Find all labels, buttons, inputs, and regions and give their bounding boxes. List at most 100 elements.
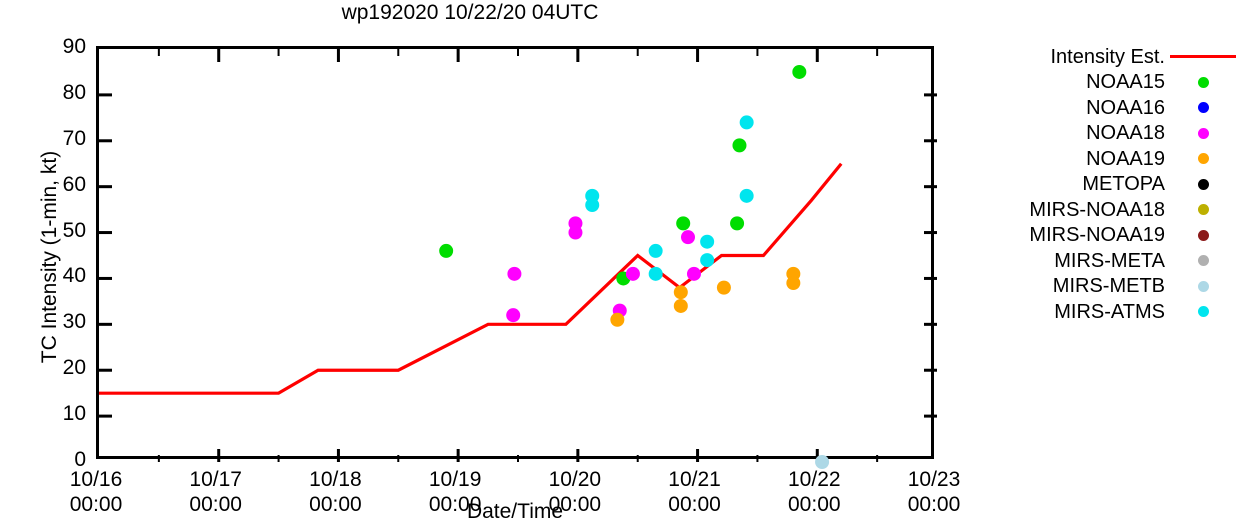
legend-label: NOAA16 [1086,96,1165,119]
data-point-mirs-atms [700,234,715,249]
y-axis-title-wrapper: TC Intensity (1-min, kt) [22,0,61,363]
x-tick-label: 10/20 00:00 [505,467,645,517]
legend-item-noaa19[interactable]: NOAA19 [955,146,1241,172]
x-tick-time: 00:00 [428,493,482,516]
legend-dot-swatch [1197,102,1209,114]
legend-label: Intensity Est. [1050,45,1166,68]
y-tick-label: 40 [62,264,86,288]
data-point-noaa18 [507,266,522,281]
data-point-noaa18 [680,230,695,245]
x-tick-time: 00:00 [189,493,242,516]
legend-marker [1165,229,1241,241]
x-tick-label: 10/21 00:00 [625,467,765,517]
data-point-noaa19 [610,312,625,327]
legend-label: MIRS-META [1054,249,1165,272]
y-tick-label: 50 [62,218,86,242]
x-tick-label: 10/16 00:00 [26,467,166,517]
x-tick-time: 00:00 [788,493,841,516]
y-tick-label: 10 [62,402,86,426]
data-point-noaa15 [676,216,691,231]
data-point-noaa15 [732,138,747,153]
legend-marker [1165,280,1241,292]
legend-item-noaa16[interactable]: NOAA16 [955,95,1241,121]
y-tick-label: 30 [62,310,86,334]
x-tick-label: 10/23 00:00 [864,467,1004,517]
legend-item-mirs-atms[interactable]: MIRS-ATMS [955,299,1241,325]
x-tick-label: 10/17 00:00 [146,467,286,517]
data-point-noaa19 [673,298,688,313]
legend-dot-swatch [1197,204,1209,216]
data-point-mirs-atms [648,266,663,281]
legend-dot-swatch [1197,280,1209,292]
y-axis-tick-labels: 0 10 20 30 40 50 60 70 80 90 [32,0,86,529]
x-tick-time: 00:00 [309,493,362,516]
legend-dot-swatch [1197,127,1209,139]
legend-dot-swatch [1197,178,1209,190]
x-tick-time: 00:00 [548,493,602,516]
data-point-mirs-atms [739,188,754,203]
x-tick-time: 00:00 [668,493,721,516]
legend-dot-swatch [1197,153,1209,165]
x-tick-date: 10/17 [189,468,242,491]
legend-marker [1165,255,1241,267]
chart-legend: Intensity Est. NOAA15 NOAA16 NOAA18 NOAA19 ME… [955,44,1241,325]
data-point-noaa15 [439,243,454,258]
x-tick-date: 10/20 [548,468,602,491]
data-point-noaa19 [716,280,731,295]
legend-label: MIRS-NOAA18 [1029,198,1165,221]
data-point-mirs-metb [815,455,830,469]
y-tick-label: 0 [74,448,86,471]
y-tick-label: 60 [62,172,86,196]
x-tick-date: 10/19 [428,468,482,491]
legend-dot-swatch [1197,306,1209,318]
y-tick-label: 80 [62,80,86,104]
legend-label: MIRS-ATMS [1054,300,1165,323]
data-point-mirs-atms [700,253,715,268]
legend-marker [1165,102,1241,114]
y-tick-label: 70 [62,126,86,150]
legend-item-metopa[interactable]: METOPA [955,172,1241,198]
legend-item-noaa15[interactable]: NOAA15 [955,70,1241,96]
legend-marker [1165,153,1241,165]
legend-label: MIRS-METB [1052,275,1165,298]
legend-label: METOPA [1082,173,1165,196]
legend-label: NOAA15 [1086,71,1165,94]
legend-marker [1165,178,1241,190]
legend-item-intensity-est[interactable]: Intensity Est. [955,44,1241,70]
legend-dot-swatch [1197,255,1209,267]
data-point-mirs-atms [648,243,663,258]
legend-item-mirs-noaa18[interactable]: MIRS-NOAA18 [955,197,1241,223]
y-tick-label: 90 [62,35,86,58]
plot-svg [99,49,937,469]
data-point-noaa19 [786,276,801,291]
data-point-noaa15 [792,64,807,79]
legend-item-noaa18[interactable]: NOAA18 [955,121,1241,147]
legend-line-swatch [1170,55,1236,59]
data-point-mirs-atms [739,115,754,130]
legend-item-mirs-noaa19[interactable]: MIRS-NOAA19 [955,223,1241,249]
x-tick-date: 10/21 [668,468,721,491]
x-tick-label: 10/19 00:00 [385,467,525,517]
legend-item-mirs-metb[interactable]: MIRS-METB [955,274,1241,300]
axis-ticks [99,49,937,462]
legend-dot-swatch [1197,76,1209,88]
x-tick-date: 10/23 [907,468,961,491]
data-point-noaa18 [686,266,701,281]
plot-area [96,46,937,469]
legend-item-mirs-meta[interactable]: MIRS-META [955,248,1241,274]
legend-marker [1165,127,1241,139]
y-tick-label: 20 [62,356,86,380]
data-point-noaa18 [568,225,583,240]
series-line-intensity-est [99,162,843,395]
data-point-noaa18 [625,266,640,281]
x-tick-date: 10/22 [788,468,841,491]
x-tick-time: 00:00 [907,493,961,516]
x-axis-title: Date/Time [466,500,564,523]
x-tick-label: 10/18 00:00 [265,467,405,517]
x-tick-date: 10/16 [69,468,123,491]
data-point-noaa19 [673,285,688,300]
data-point-mirs-atms [585,198,600,213]
legend-marker [1165,204,1241,216]
chart-title: wp192020 10/22/20 04UTC [341,1,599,24]
